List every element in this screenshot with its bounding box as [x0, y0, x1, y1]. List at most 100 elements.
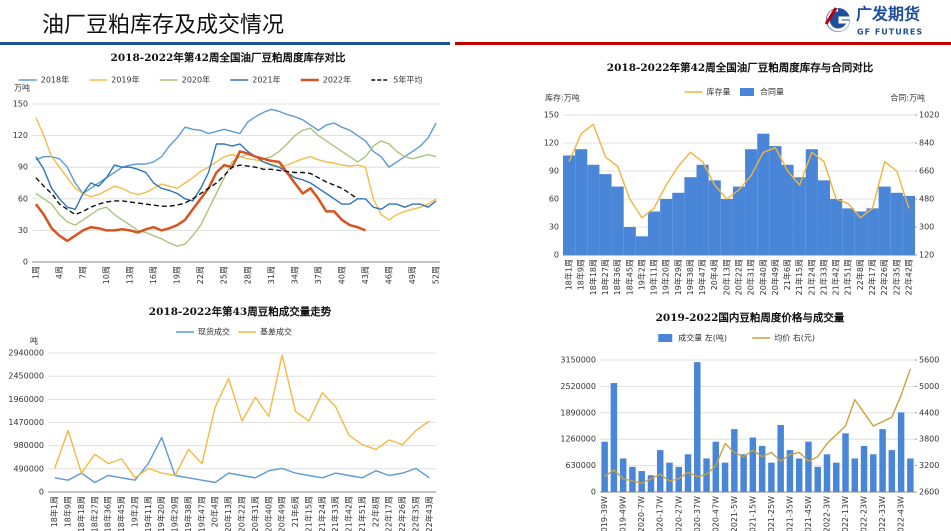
x-tick-label: 22年17周 — [384, 496, 394, 531]
x-tick-label: 20年49周 — [770, 259, 780, 295]
y2-tick-label: 120 — [919, 251, 934, 260]
y-tick-label: 150 — [544, 111, 559, 120]
line-series — [34, 150, 366, 243]
x-tick-label: 2021-45W — [804, 496, 813, 531]
legend-label: 库存量 — [707, 87, 731, 97]
bar — [793, 177, 806, 255]
x-tick-label: 19年2周 — [636, 259, 646, 290]
x-tick-label: 21年51周 — [357, 496, 367, 531]
x-tick-label: 2021-35W — [785, 496, 794, 531]
y-tick-label: 30 — [549, 223, 559, 232]
bar — [830, 199, 843, 255]
y2-tick-label: 1020 — [919, 111, 939, 120]
x-tick-label: 46周 — [385, 266, 394, 284]
bar — [769, 146, 782, 255]
x-tick-label: 18年1周 — [564, 259, 574, 290]
bar — [777, 424, 784, 492]
bar — [684, 454, 692, 492]
x-tick-label: 20年13周 — [721, 259, 731, 295]
x-tick-label: 52周 — [432, 266, 441, 284]
line-series — [35, 117, 437, 221]
bar — [575, 149, 588, 255]
y-tick-label: 90 — [18, 163, 28, 172]
bar — [601, 441, 608, 492]
bar — [629, 466, 636, 492]
x-tick-label: 40周 — [337, 266, 346, 284]
legend-label: 2022年 — [323, 75, 351, 85]
bar — [805, 441, 812, 492]
legend-swatch — [740, 88, 754, 96]
bar — [623, 227, 636, 255]
y2-tick-label: 3200 — [919, 461, 939, 470]
bar — [666, 462, 673, 492]
y-axis-label: 库存:万吨 — [545, 93, 580, 103]
x-tick-label: 2020-17W — [656, 496, 665, 531]
y2-axis-label: 合同:万吨 — [890, 93, 925, 103]
x-tick-label: 22年8周 — [370, 496, 380, 527]
x-tick-label: 19年47周 — [196, 496, 206, 531]
x-tick-label: 2021-25W — [767, 496, 776, 531]
bar — [696, 164, 709, 255]
y-tick-label: 150 — [13, 100, 28, 109]
bar — [817, 180, 831, 255]
x-tick-label: 34周 — [290, 266, 299, 284]
chart-title: 2018-2022年第42周全国油厂豆粕周度库存对比 — [111, 51, 346, 64]
y2-tick-label: 660 — [919, 167, 934, 176]
bar — [805, 149, 818, 255]
bar — [712, 441, 720, 492]
bar — [732, 186, 746, 255]
bar — [638, 471, 645, 492]
x-tick-label: 21年24周 — [317, 496, 327, 531]
y-tick-label: 0 — [39, 488, 44, 497]
x-tick-label: 22年42周 — [903, 259, 913, 295]
x-tick-label: 2022-23W — [860, 496, 869, 531]
legend-label: 基差成交 — [260, 327, 292, 337]
bar — [563, 155, 576, 255]
x-tick-label: 2021-15W — [748, 496, 757, 531]
bar — [619, 458, 627, 492]
y-tick-label: 0 — [23, 258, 28, 267]
y-tick-label: 0 — [554, 251, 559, 260]
x-tick-label: 21年6周 — [290, 496, 300, 527]
x-tick-label: 22年43周 — [424, 496, 434, 531]
chart-title: 2018-2022年第43周豆粕成交量走势 — [149, 305, 332, 318]
x-tick-label: 21年33周 — [330, 496, 340, 531]
x-tick-label: 22年26周 — [879, 259, 889, 295]
x-tick-label: 21年15周 — [794, 259, 804, 295]
x-tick-label: 20年31周 — [250, 496, 260, 531]
bar — [890, 192, 903, 255]
legend-label: 均价 右(元) — [774, 333, 815, 343]
y-tick-label: 120 — [13, 131, 28, 140]
x-tick-label: 22周 — [196, 266, 205, 284]
header-rule-blue — [0, 42, 450, 45]
bar — [635, 236, 648, 255]
y-tick-label: 980000 — [13, 441, 44, 450]
x-tick-label: 19年47周 — [697, 259, 707, 295]
x-tick-label: 19年2周 — [129, 496, 139, 527]
x-tick-label: 21年24周 — [806, 259, 816, 295]
x-tick-label: 20年13周 — [223, 496, 233, 531]
y2-tick-label: 480 — [919, 195, 934, 204]
x-tick-label: 18年1周 — [49, 496, 59, 527]
bar — [823, 454, 831, 492]
x-tick-label: 18年18周 — [588, 259, 598, 295]
y-tick-label: 490000 — [13, 464, 44, 473]
y2-tick-label: 840 — [919, 139, 934, 148]
line-series — [35, 143, 437, 210]
x-tick-label: 18年18周 — [76, 496, 86, 531]
x-tick-label: 18年27周 — [89, 496, 99, 531]
bar — [854, 211, 867, 255]
y-tick-label: 1960000 — [8, 395, 44, 404]
y-tick-label: 90 — [549, 167, 559, 176]
y-tick-label: 1890000 — [560, 408, 596, 417]
bar — [610, 383, 618, 492]
chart-title: 2018-2022年第42周全国油厂豆粕周度库存与合同对比 — [607, 61, 874, 74]
x-tick-label: 22年35周 — [410, 496, 420, 531]
x-tick-label: 22年8周 — [855, 259, 865, 290]
x-tick-label: 21年15周 — [303, 496, 313, 531]
x-tick-label: 2021-5W — [730, 496, 739, 531]
x-tick-label: 20年22周 — [734, 259, 744, 295]
y2-tick-label: 300 — [919, 223, 934, 232]
x-tick-label: 19年29周 — [170, 496, 180, 531]
bar — [860, 445, 868, 492]
